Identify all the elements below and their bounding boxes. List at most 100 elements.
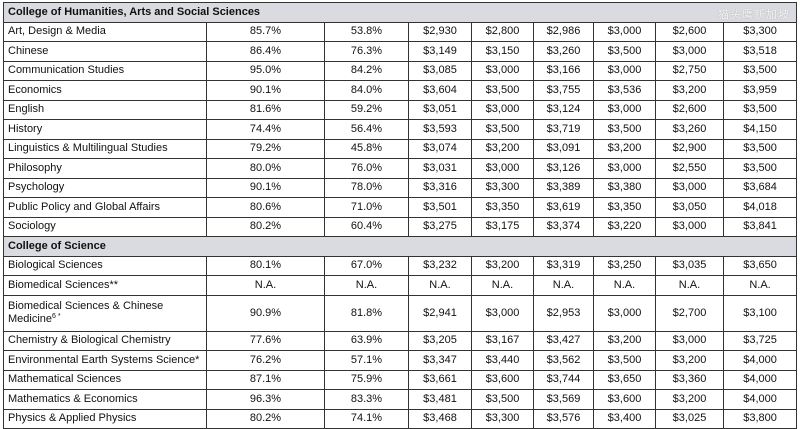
degree-name-cell: Mathematics & Economics	[3, 389, 207, 410]
section-header-row: College of Humanities, Arts and Social S…	[2, 2, 798, 23]
value-cell: $3,427	[533, 330, 594, 351]
value-cell: $2,941	[408, 294, 472, 332]
value-cell: 76.2%	[206, 350, 325, 371]
value-cell: $3,000	[593, 99, 656, 120]
table-row: Physics & Applied Physics 80.2% 74.1% $3,46…	[3, 408, 798, 429]
value-cell: $3,374	[533, 216, 594, 237]
value-cell: $3,035	[655, 255, 724, 276]
value-cell: $3,085	[408, 60, 472, 81]
value-cell: $3,500	[471, 119, 534, 140]
value-cell: $3,500	[471, 389, 534, 410]
degree-name-cell: Biological Sciences	[3, 255, 207, 276]
value-cell: N.A.	[655, 275, 724, 296]
value-cell: $3,200	[593, 138, 656, 159]
value-cell: $3,300	[722, 21, 798, 42]
value-cell: $3,500	[593, 41, 656, 62]
value-cell: $3,150	[471, 41, 534, 62]
degree-name-line1: Biomedical Sciences & Chinese	[8, 300, 164, 312]
value-cell: $3,000	[655, 41, 724, 62]
value-cell: $3,744	[533, 369, 594, 390]
value-cell: $3,200	[655, 389, 724, 410]
value-cell: 90.1%	[206, 177, 325, 198]
value-cell: $3,501	[408, 197, 472, 218]
value-cell: 80.2%	[206, 216, 325, 237]
value-cell: $2,986	[533, 21, 594, 42]
value-cell: 77.6%	[206, 330, 325, 351]
value-cell: N.A.	[471, 275, 534, 296]
value-cell: $3,300	[471, 177, 534, 198]
value-cell: $3,050	[655, 197, 724, 218]
value-cell: $4,018	[722, 197, 798, 218]
value-cell: $3,725	[722, 330, 798, 351]
value-cell: $3,600	[593, 389, 656, 410]
table-row: Chinese 86.4% 76.3% $3,149 $3,150 $3,260 $3,50…	[3, 41, 798, 62]
value-cell: 85.7%	[206, 21, 325, 42]
value-cell: $3,350	[471, 197, 534, 218]
value-cell: $3,000	[471, 60, 534, 81]
value-cell: N.A.	[722, 275, 798, 296]
value-cell: $3,000	[593, 158, 656, 179]
value-cell: $3,380	[593, 177, 656, 198]
value-cell: 57.1%	[324, 350, 409, 371]
value-cell: 78.0%	[324, 177, 409, 198]
value-cell: $4,000	[722, 389, 798, 410]
value-cell: $3,205	[408, 330, 472, 351]
value-cell: N.A.	[533, 275, 594, 296]
value-cell: 76.3%	[324, 41, 409, 62]
table-row: English 81.6% 59.2% $3,051 $3,000 $3,124 $3,00…	[3, 99, 798, 120]
value-cell: 90.1%	[206, 80, 325, 101]
value-cell: $3,000	[593, 294, 656, 332]
value-cell: $3,260	[655, 119, 724, 140]
value-cell: $2,600	[655, 99, 724, 120]
value-cell: $3,389	[533, 177, 594, 198]
table-row: Chemistry & Biological Chemistry 77.6% 63.…	[3, 330, 798, 351]
table-row: Public Policy and Global Affairs 80.6% 71.…	[3, 197, 798, 218]
value-cell: N.A.	[324, 275, 409, 296]
degree-name-cell: Art, Design & Media	[3, 21, 207, 42]
value-cell: $3,000	[593, 60, 656, 81]
value-cell: $3,440	[471, 350, 534, 371]
value-cell: 59.2%	[324, 99, 409, 120]
degree-name-cell: Communication Studies	[3, 60, 207, 81]
value-cell: 67.0%	[324, 255, 409, 276]
value-cell: $3,500	[471, 80, 534, 101]
value-cell: $3,562	[533, 350, 594, 371]
value-cell: N.A.	[593, 275, 656, 296]
degree-name-cell: Biomedical Sciences**	[3, 275, 207, 296]
value-cell: N.A.	[408, 275, 472, 296]
value-cell: $3,200	[655, 350, 724, 371]
value-cell: 81.8%	[324, 294, 409, 332]
value-cell: 74.1%	[324, 408, 409, 429]
value-cell: $3,074	[408, 138, 472, 159]
table-row: Biological Sciences 80.1% 67.0% $3,232 $3,20…	[3, 255, 798, 276]
table-row: Environmental Earth Systems Science* 76.2…	[3, 350, 798, 371]
degree-name-cell: Physics & Applied Physics	[3, 408, 207, 429]
degree-name-cell: Linguistics & Multilingual Studies	[3, 138, 207, 159]
table-row: Biomedical Sciences & Chinese Medicine6 *…	[3, 294, 798, 332]
value-cell: $3,149	[408, 41, 472, 62]
degree-name-cell: English	[3, 99, 207, 120]
table-row: Economics 90.1% 84.0% $3,604 $3,500 $3,755 $3,…	[3, 80, 798, 101]
value-cell: $3,400	[593, 408, 656, 429]
table-row: Mathematical Sciences 87.1% 75.9% $3,661 $3,…	[3, 369, 798, 390]
value-cell: $3,000	[593, 21, 656, 42]
table-row: Psychology 90.1% 78.0% $3,316 $3,300 $3,389 $3…	[3, 177, 798, 198]
value-cell: $3,593	[408, 119, 472, 140]
value-cell: 56.4%	[324, 119, 409, 140]
value-cell: $3,650	[722, 255, 798, 276]
value-cell: 96.3%	[206, 389, 325, 410]
degree-name-cell: Psychology	[3, 177, 207, 198]
value-cell: $3,500	[593, 350, 656, 371]
value-cell: $2,600	[655, 21, 724, 42]
value-cell: 60.4%	[324, 216, 409, 237]
value-cell: $3,500	[722, 60, 798, 81]
degree-name-cell: Mathematical Sciences	[3, 369, 207, 390]
value-cell: $2,930	[408, 21, 472, 42]
value-cell: $4,000	[722, 369, 798, 390]
value-cell: $3,220	[593, 216, 656, 237]
table-row: Communication Studies 95.0% 84.2% $3,085 $3,…	[3, 60, 798, 81]
table-row: Philosophy 80.0% 76.0% $3,031 $3,000 $3,126 $3…	[3, 158, 798, 179]
value-cell: 80.2%	[206, 408, 325, 429]
degree-name-cell: Economics	[3, 80, 207, 101]
